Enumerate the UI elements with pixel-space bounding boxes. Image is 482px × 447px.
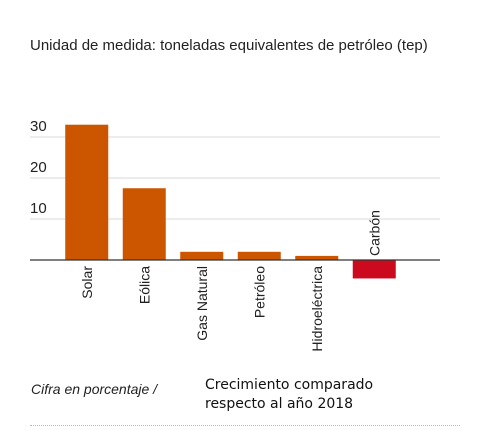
y-tick-label-10: 10 xyxy=(30,200,47,217)
bar-carbón xyxy=(352,260,396,279)
x-tick-label-petróleo: Petróleo xyxy=(251,266,267,318)
x-tick-label-gas-natural: Gas Natural xyxy=(194,266,210,341)
bar-gas-natural xyxy=(180,251,224,260)
footer-percentage-note: Cifra en porcentaje / xyxy=(31,381,158,397)
x-tick-label-carbón: Carbón xyxy=(366,210,382,256)
bar-chart: 10 20 30 Solar Eólica Gas Natural Petróleo Hidr… xyxy=(30,118,440,352)
bottom-divider xyxy=(30,425,460,427)
x-tick-label-solar: Solar xyxy=(79,266,95,299)
footer-growth-note-line2: respecto al año 2018 xyxy=(205,396,354,412)
chart-unit-note: Unidad de medida: toneladas equivalentes… xyxy=(30,37,428,54)
footer-growth-note: Crecimiento comparado respecto al año 20… xyxy=(205,376,373,414)
bar-hidroeléctrica xyxy=(295,255,339,260)
footer-growth-note-line1: Crecimiento comparado xyxy=(205,377,374,393)
y-tick-label-20: 20 xyxy=(30,159,47,176)
x-tick-label-eólica: Eólica xyxy=(136,266,152,304)
bar-eólica xyxy=(122,188,166,260)
bar-solar xyxy=(65,124,109,260)
x-tick-label-hidroeléctrica: Hidroeléctrica xyxy=(309,266,325,352)
bar-petróleo xyxy=(237,251,281,260)
y-tick-label-30: 30 xyxy=(30,118,47,135)
